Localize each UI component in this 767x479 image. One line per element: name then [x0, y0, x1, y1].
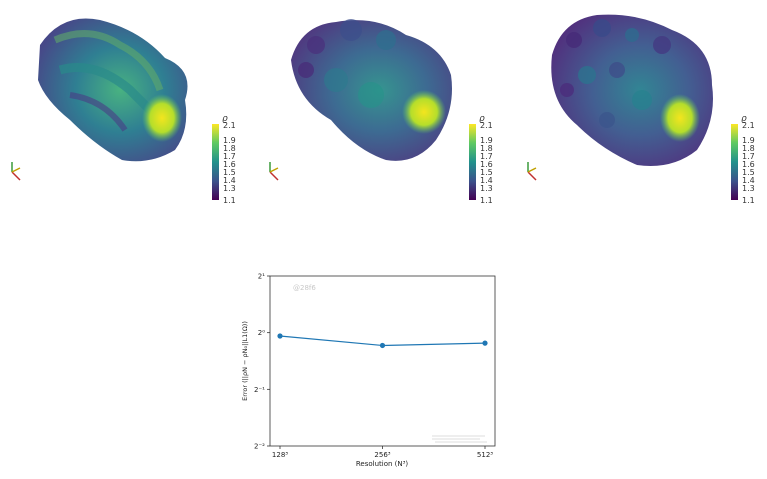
volume-render-panel-2: ϱ 2.1 1.9 1.8 1.7 1.6 1.5 1.4 1.3 1.1 [269, 19, 493, 205]
series-point [482, 340, 488, 346]
colorbar: ϱ 2.1 1.9 1.8 1.7 1.6 1.5 1.4 1.3 1.1 [469, 114, 493, 205]
convergence-chart: @28f6 2¹ 2⁰ 2⁻¹ 2⁻² 128³ 256³ 512³ Resolution… [241, 273, 496, 468]
colorbar-tick: 1.1 [742, 196, 755, 205]
colorbar-tick: 1.7 [480, 152, 493, 161]
y-tick-label: 2⁰ [258, 329, 265, 337]
colorbar-tick: 1.4 [480, 176, 493, 185]
x-tick-label: 512³ [477, 451, 493, 459]
colorbar-tick: 1.7 [742, 152, 755, 161]
colorbar-tick: 1.8 [742, 144, 755, 153]
colorbar-tick: 1.4 [223, 176, 236, 185]
colorbar-title: ϱ [479, 114, 485, 124]
series-point [277, 333, 283, 339]
colorbar-tick: 1.3 [223, 184, 236, 193]
colorbar-tick: 2.1 [480, 121, 493, 130]
density-volume-blob [551, 14, 713, 167]
colorbar-tick: 1.3 [480, 184, 493, 193]
x-axis-ticks: 128³ 256³ 512³ [272, 446, 493, 459]
colorbar: ϱ 2.1 1.9 1.8 1.7 1.6 1.5 1.4 1.3 1.1 [212, 114, 236, 205]
axis-triad [527, 162, 537, 181]
colorbar-tick: 1.9 [742, 136, 755, 145]
axis-triad [11, 162, 21, 181]
colorbar-title: ϱ [741, 114, 747, 124]
y-axis-ticks: 2¹ 2⁰ 2⁻¹ 2⁻² [254, 273, 270, 451]
faint-watermark-text [432, 435, 487, 443]
colorbar-tick: 1.5 [742, 168, 755, 177]
colorbar-tick: 1.9 [480, 136, 493, 145]
plot-frame [269, 275, 496, 447]
colorbar-tick: 1.3 [742, 184, 755, 193]
y-axis-label: Error (||ρN − ρN₀||L1(Ω)) [241, 321, 249, 401]
colorbar: ϱ 2.1 1.9 1.8 1.7 1.6 1.5 1.4 1.3 1.1 [731, 114, 755, 205]
y-tick-label: 2¹ [258, 273, 265, 281]
colorbar-tick: 1.9 [223, 136, 236, 145]
colorbar-tick: 2.1 [742, 121, 755, 130]
colorbar-tick: 1.8 [480, 144, 493, 153]
axis-triad [269, 162, 279, 181]
colorbar-tick: 1.6 [223, 160, 236, 169]
colorbar-tick: 1.1 [223, 196, 236, 205]
colorbar-tick: 1.1 [480, 196, 493, 205]
colorbar-tick: 1.4 [742, 176, 755, 185]
x-axis-label: Resolution (N³) [356, 460, 409, 468]
colorbar-title: ϱ [222, 114, 228, 124]
y-tick-label: 2⁻² [254, 443, 265, 451]
colorbar-tick: 1.6 [480, 160, 493, 169]
colorbar-tick: 1.7 [223, 152, 236, 161]
volume-render-panel-1: ϱ 2.1 1.9 1.8 1.7 1.6 1.5 1.4 1.3 1.1 [11, 18, 236, 205]
series-layer [277, 333, 488, 349]
colorbar-tick: 1.8 [223, 144, 236, 153]
colorbar-tick: 1.5 [223, 168, 236, 177]
plot-annotation: @28f6 [293, 284, 316, 292]
colorbar-tick: 1.6 [742, 160, 755, 169]
density-volume-blob [38, 18, 188, 162]
colorbar-tick: 1.5 [480, 168, 493, 177]
x-tick-label: 128³ [272, 451, 288, 459]
series-point [379, 342, 386, 349]
x-tick-label: 256³ [374, 451, 390, 459]
volume-render-panel-3: ϱ 2.1 1.9 1.8 1.7 1.6 1.5 1.4 1.3 1.1 [527, 14, 755, 205]
density-volume-blob [291, 19, 452, 161]
colorbar-tick: 2.1 [223, 121, 236, 130]
y-tick-label: 2⁻¹ [254, 386, 265, 394]
